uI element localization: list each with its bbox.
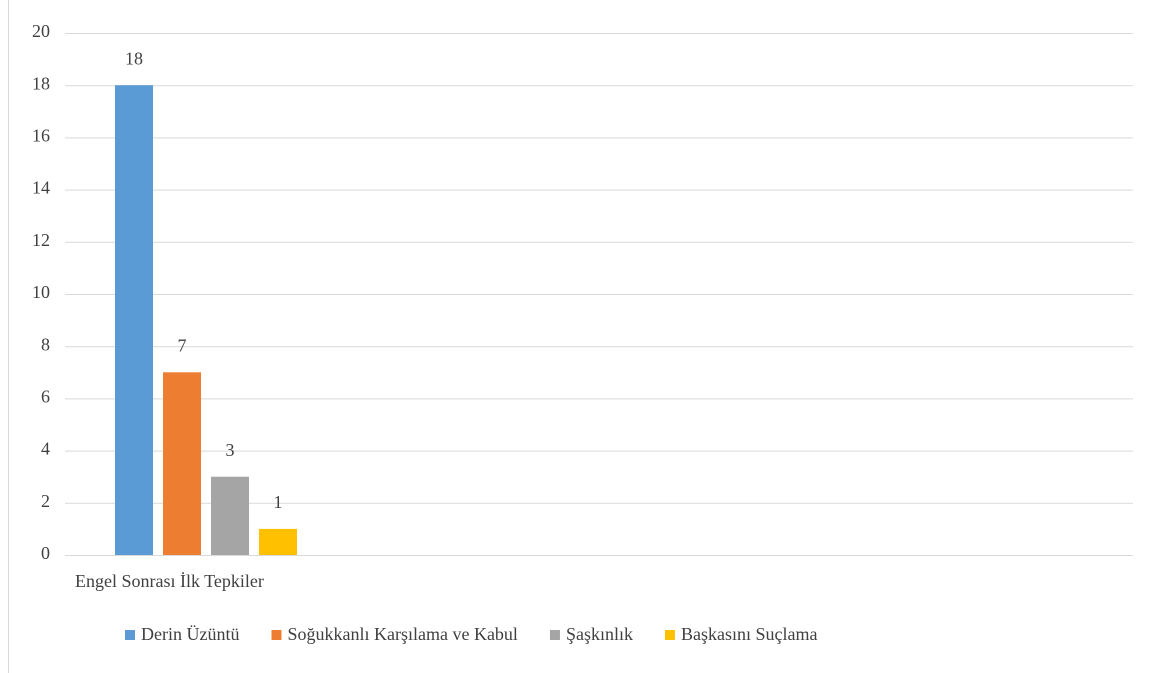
y-tick-label: 10 (32, 282, 50, 302)
legend-label: Şaşkınlık (566, 624, 633, 644)
legend-swatch (549, 630, 560, 640)
y-tick-label: 0 (41, 543, 50, 563)
chart-border (8, 0, 9, 673)
bar (259, 528, 297, 555)
bar (211, 476, 249, 555)
bar (163, 372, 201, 555)
y-tick-label: 14 (32, 178, 50, 198)
data-label: 1 (274, 492, 283, 512)
bar (115, 85, 153, 555)
legend-swatch (664, 630, 675, 640)
y-tick-label: 18 (32, 73, 50, 93)
legend-swatch (125, 630, 135, 640)
y-tick-label: 6 (41, 387, 50, 407)
y-tick-label: 20 (32, 21, 50, 41)
legend-label: Başkasını Suçlama (681, 624, 817, 644)
data-label: 7 (178, 335, 187, 355)
legend-label: Soğukkanlı Karşılama ve Kabul (287, 624, 517, 644)
legend-label: Derin Üzüntü (141, 624, 239, 644)
y-tick-label: 16 (32, 126, 50, 146)
y-tick-label: 4 (41, 439, 50, 459)
y-tick-label: 12 (32, 230, 50, 250)
x-tick-label: Engel Sonrası İlk Tepkiler (75, 571, 264, 591)
data-label: 18 (125, 48, 143, 68)
y-tick-label: 8 (41, 334, 50, 354)
y-tick-label: 2 (41, 491, 50, 511)
legend-swatch (271, 630, 282, 640)
data-label: 3 (226, 440, 235, 460)
